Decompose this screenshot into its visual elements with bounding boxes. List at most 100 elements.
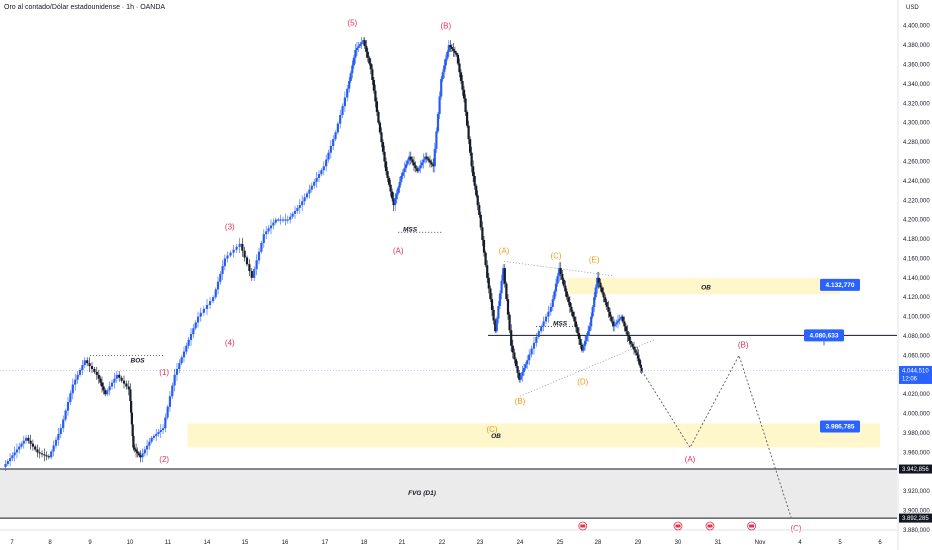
y-tick-label: 4.320,000 <box>903 101 930 107</box>
x-tick-label: 9 <box>88 540 92 546</box>
annotation-ob: OB <box>491 433 501 440</box>
x-tick-label: 30 <box>675 540 682 546</box>
y-tick-label: 4.400,000 <box>903 24 930 30</box>
y-tick-label: 3.880,000 <box>903 528 930 534</box>
y-tick-label: 4.160,000 <box>903 256 930 262</box>
price-path <box>4 39 643 468</box>
price-box-label-1: 4.080,633 <box>810 333 839 340</box>
y-tick-label: 3.960,000 <box>903 450 930 456</box>
y-tick-label: 4.340,000 <box>903 82 930 88</box>
level-axis-label-2-text: 3.892,285 <box>902 516 929 522</box>
wave-label-orange-1: (C) <box>550 251 561 260</box>
zone-1 <box>187 423 880 448</box>
chart-title: Oro al contado/Dólar estadounidense · 1h… <box>4 4 166 11</box>
zone-0 <box>567 277 840 295</box>
x-tick-label: 25 <box>557 540 564 546</box>
us-flag-event-icon-fill <box>580 524 586 528</box>
wave-label-red-6: (2) <box>159 455 169 464</box>
current-price-axis-label-timer: 12:06 <box>902 376 918 382</box>
wave-label-red-3: (4) <box>225 339 235 348</box>
x-tick-label: 11 <box>165 540 172 546</box>
x-tick-label: 18 <box>361 540 368 546</box>
x-tick-label: 15 <box>242 540 249 546</box>
us-flag-event-icon-fill <box>749 524 755 528</box>
candle-body <box>281 219 285 221</box>
x-tick-label: 24 <box>517 540 524 546</box>
x-tick-label: 22 <box>439 540 446 546</box>
y-tick-label: 4.180,000 <box>903 237 930 243</box>
projection-path <box>641 354 793 521</box>
wave-label-red-4: (A) <box>393 247 404 256</box>
wave-label-red-8: (A) <box>685 455 696 464</box>
current-price-axis-label[interactable] <box>899 365 932 384</box>
x-tick-label: 5 <box>838 540 842 546</box>
annotation-bos: BOS <box>131 357 146 364</box>
wave-label-red-1: (B) <box>440 22 451 31</box>
y-tick-label: 4.380,000 <box>903 43 930 49</box>
level-axis-label-1-text: 3.942,856 <box>902 467 929 473</box>
y-tick-label: 3.920,000 <box>903 489 930 495</box>
candle-body <box>277 219 280 221</box>
currency-label[interactable]: USD <box>906 5 919 11</box>
y-tick-label: 4.060,000 <box>903 353 930 359</box>
wave-label-orange-3: (D) <box>577 378 588 387</box>
current-price-axis-label-text: 4.044,510 <box>902 368 929 374</box>
x-tick-label: 29 <box>635 540 642 546</box>
y-tick-label: 4.280,000 <box>903 140 930 146</box>
wave-label-orange-5: (C) <box>486 425 497 434</box>
y-tick-label: 4.000,000 <box>903 412 930 418</box>
annotation-mss: MSS <box>553 320 568 327</box>
level-axis-label-1[interactable] <box>899 464 932 474</box>
wave-label-red-5: (1) <box>159 368 169 377</box>
x-tick-label: 7 <box>10 540 14 546</box>
wave-label-orange-0: (A) <box>499 247 510 256</box>
y-tick-label: 4.080,000 <box>903 334 930 340</box>
zone-2 <box>0 469 897 519</box>
y-tick-label: 4.120,000 <box>903 295 930 301</box>
wave-label-orange-4: (B) <box>515 397 526 406</box>
annotation-fvg-d1-: FVG (D1) <box>408 490 436 497</box>
us-flag-event-icon-fill <box>707 524 713 528</box>
wave-label-red-0: (5) <box>347 19 357 28</box>
x-tick-label: 23 <box>477 540 484 546</box>
y-tick-label: 4.220,000 <box>903 198 930 204</box>
candle-body <box>284 219 287 221</box>
wave-label-red-7: (B) <box>738 341 749 350</box>
y-tick-label: 4.300,000 <box>903 121 930 127</box>
y-tick-label: 4.200,000 <box>903 218 930 224</box>
price-box-label-0: 4.132,770 <box>826 282 855 289</box>
candle-body <box>286 219 289 221</box>
x-tick-label: 17 <box>322 540 329 546</box>
triangle-top-line <box>503 260 615 277</box>
price-box-2[interactable] <box>820 420 860 433</box>
price-box-0[interactable] <box>820 278 860 291</box>
y-tick-label: 3.900,000 <box>903 509 930 515</box>
x-tick-label: Nov <box>755 540 766 546</box>
y-tick-label: 4.020,000 <box>903 392 930 398</box>
annotation-mss: MSS <box>403 226 418 233</box>
triangle-bottom-line <box>519 339 655 397</box>
y-tick-label: 4.260,000 <box>903 159 930 165</box>
y-tick-label: 4.140,000 <box>903 276 930 282</box>
price-box-1[interactable] <box>804 329 844 342</box>
level-axis-label-2[interactable] <box>899 513 932 523</box>
us-flag-event-icon-fill <box>675 524 681 528</box>
x-tick-label: 31 <box>715 540 722 546</box>
y-tick-label: 4.100,000 <box>903 315 930 321</box>
x-tick-label: 21 <box>399 540 406 546</box>
x-tick-label: 6 <box>878 540 882 546</box>
x-tick-label: 10 <box>127 540 134 546</box>
wave-label-orange-2: (E) <box>589 255 600 264</box>
x-tick-label: 4 <box>798 540 802 546</box>
wave-label-red-2: (3) <box>225 222 235 231</box>
price-box-label-2: 3.986,785 <box>826 424 855 431</box>
wave-label-red-9: (C) <box>790 524 801 533</box>
x-tick-label: 14 <box>204 540 211 546</box>
annotation-ob: OB <box>701 285 711 292</box>
y-tick-label: 3.980,000 <box>903 431 930 437</box>
y-tick-label: 4.240,000 <box>903 179 930 185</box>
x-tick-label: 16 <box>282 540 289 546</box>
candle-body <box>279 219 282 221</box>
y-tick-label: 4.360,000 <box>903 62 930 68</box>
